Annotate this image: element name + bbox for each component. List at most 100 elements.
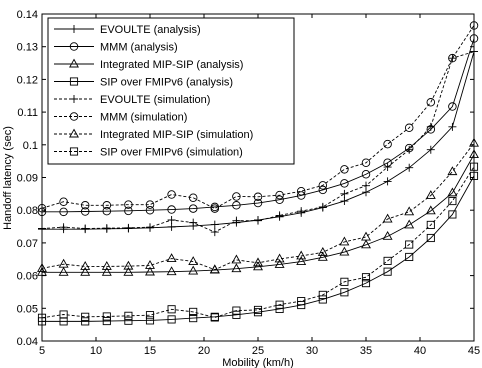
data-point (340, 197, 349, 206)
data-point (469, 34, 479, 43)
data-point (405, 240, 414, 249)
data-point (253, 257, 263, 267)
data-point (469, 137, 479, 147)
data-point (469, 149, 479, 159)
data-point (361, 279, 371, 288)
data-point (232, 192, 241, 201)
data-point (189, 307, 198, 316)
series-line-mmm-simulation (41, 25, 475, 210)
data-point (382, 213, 393, 223)
data-point (210, 313, 219, 322)
data-point (232, 306, 241, 315)
data-point (124, 206, 133, 216)
data-point (167, 190, 176, 199)
x-tick-label: 35 (360, 345, 372, 357)
legend-label: Integrated MIP-SIP (analysis) (100, 59, 243, 71)
data-point (361, 239, 371, 249)
data-point (318, 181, 328, 190)
data-point (297, 297, 306, 306)
data-point (166, 266, 177, 276)
data-point (210, 204, 220, 213)
legend-marker (69, 77, 79, 86)
data-point (59, 207, 68, 217)
y-axis-label: Handoff latency (sec) (2, 126, 14, 230)
data-point (101, 266, 112, 276)
series-evoulte-simulation (38, 47, 478, 237)
x-tick-label: 5 (39, 345, 45, 357)
data-point (296, 256, 307, 265)
series-mmm-analysis (37, 34, 479, 217)
data-point (426, 122, 435, 131)
data-point (317, 251, 328, 261)
y-tick-label: 0.1 (23, 140, 38, 152)
data-point (361, 273, 371, 282)
data-point (59, 223, 68, 232)
data-point (404, 123, 414, 133)
data-point (318, 202, 327, 211)
data-point (102, 206, 112, 216)
data-point (102, 317, 111, 326)
data-point (253, 192, 263, 202)
y-tick-label: 0.04 (17, 336, 38, 348)
data-point (339, 246, 350, 256)
data-point (59, 310, 68, 319)
data-point (189, 218, 198, 227)
data-point (37, 313, 47, 322)
series-group (37, 21, 479, 326)
data-point (340, 277, 349, 286)
data-point (275, 190, 284, 200)
legend-label: MMM (analysis) (100, 42, 178, 54)
data-point (145, 266, 155, 276)
data-point (469, 21, 479, 30)
data-point (448, 210, 457, 219)
data-point (81, 224, 90, 233)
data-point (188, 256, 199, 265)
series-integrated-mip-sip-simulation (37, 137, 479, 274)
y-tick-label: 0.06 (17, 271, 38, 283)
series-line-mmm-analysis (42, 38, 475, 213)
data-point (296, 191, 306, 200)
data-point (80, 266, 91, 276)
series-sip-over-fmipv6-simulation (37, 162, 479, 322)
legend-marker (69, 147, 79, 156)
data-point (102, 224, 111, 233)
data-point (274, 253, 285, 263)
data-point (58, 258, 69, 268)
data-point (469, 171, 479, 180)
data-point (448, 122, 457, 131)
data-point (274, 259, 285, 268)
data-point (382, 230, 393, 240)
data-point (210, 228, 219, 237)
legend: EVOULTE (analysis) MMM (analysis) Integrat… (47, 17, 295, 165)
legend-box (47, 17, 295, 165)
data-point (209, 264, 220, 274)
data-point (254, 216, 262, 225)
data-point (297, 207, 306, 216)
legend-marker (69, 42, 79, 51)
data-point (275, 211, 284, 220)
data-point (447, 187, 458, 197)
data-point (37, 262, 47, 272)
x-tick-label: 30 (306, 345, 318, 357)
data-point (102, 312, 111, 321)
y-tick-label: 0.11 (17, 107, 38, 119)
data-point (404, 219, 415, 229)
data-point (188, 265, 199, 275)
data-point (383, 163, 392, 172)
data-point (318, 295, 327, 304)
data-point (383, 139, 392, 149)
data-point (361, 231, 371, 241)
legend-marker (70, 95, 78, 103)
data-point (167, 216, 176, 225)
series-line-integrated-mip-sip-simulation (41, 142, 475, 271)
legend-label: MMM (simulation) (100, 112, 187, 124)
y-tick-label: 0.14 (17, 9, 38, 21)
data-point (188, 193, 198, 203)
data-point (425, 190, 436, 199)
legend-label: SIP over FMIPv6 (simulation) (100, 147, 243, 159)
data-point (426, 98, 436, 107)
data-point (80, 261, 91, 270)
y-tick-label: 0.07 (17, 238, 38, 250)
data-point (448, 196, 457, 206)
data-point (231, 254, 242, 264)
